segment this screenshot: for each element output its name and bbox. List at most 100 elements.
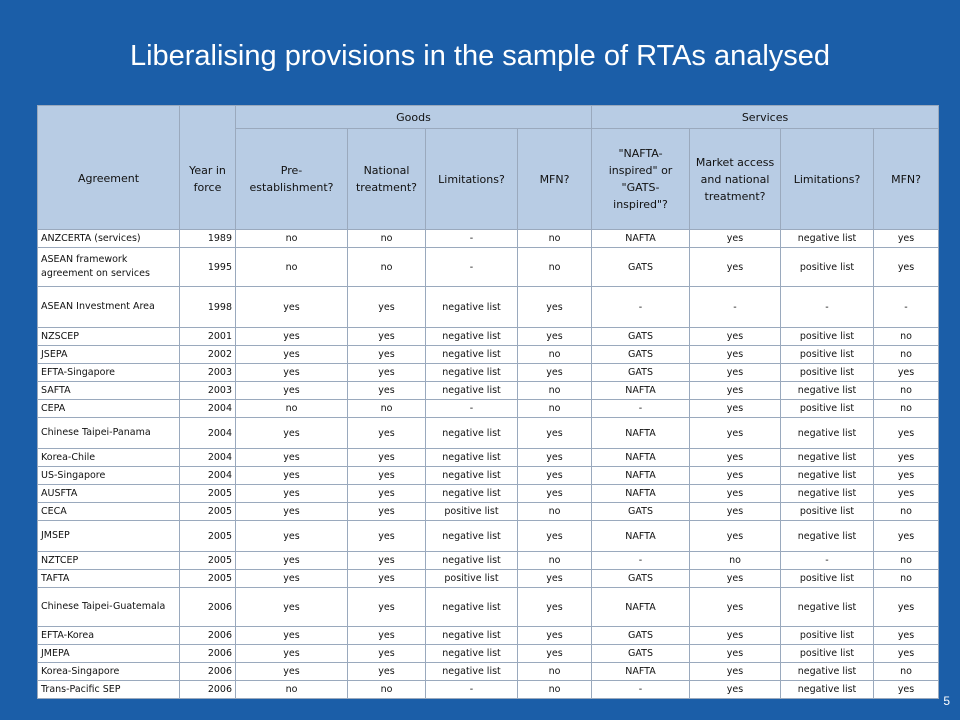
cell-agreement: CEPA (37, 399, 180, 418)
cell-goods-limitations: negative list (425, 417, 518, 449)
cell-pre-establishment: yes (235, 551, 348, 570)
cell-services-mfn: yes (873, 644, 940, 663)
cell-national-treatment: yes (347, 569, 426, 588)
cell-year: 2003 (179, 363, 236, 382)
cell-goods-mfn: yes (516, 520, 593, 552)
cell-services-mfn: yes (873, 484, 940, 503)
cell-services-mfn: yes (873, 587, 940, 627)
cell-goods-limitations: positive list (425, 502, 518, 521)
cell-inspiration: NAFTA (591, 448, 691, 467)
cell-agreement: JSEPA (37, 345, 180, 364)
cell-year: 2006 (179, 644, 236, 663)
cell-market-access: yes (689, 569, 782, 588)
cell-inspiration: GATS (591, 247, 691, 287)
cell-national-treatment: yes (347, 662, 426, 681)
cell-market-access: yes (689, 644, 782, 663)
table-row: Chinese Taipei-Panama 2004 yes yes negative … (37, 417, 940, 449)
cell-pre-establishment: no (235, 247, 348, 287)
cell-agreement: EFTA-Singapore (37, 363, 180, 382)
cell-goods-mfn: no (516, 345, 593, 364)
cell-goods-limitations: negative list (425, 551, 518, 570)
cell-year: 1989 (179, 229, 236, 248)
cell-services-mfn: no (873, 381, 940, 400)
cell-year: 2004 (179, 399, 236, 418)
cell-services-mfn: no (873, 662, 940, 681)
cell-services-limitations: positive list (780, 502, 875, 521)
cell-national-treatment: yes (347, 551, 426, 570)
cell-goods-limitations: negative list (425, 587, 518, 627)
cell-pre-establishment: yes (235, 644, 348, 663)
cell-agreement: JMSEP (37, 520, 180, 552)
cell-agreement: Trans-Pacific SEP (37, 680, 180, 699)
cell-pre-establishment: yes (235, 587, 348, 627)
cell-inspiration: - (591, 551, 691, 570)
cell-goods-mfn: yes (516, 286, 593, 328)
cell-goods-mfn: yes (516, 587, 593, 627)
cell-services-mfn: no (873, 327, 940, 346)
cell-pre-establishment: no (235, 399, 348, 418)
cell-agreement: SAFTA (37, 381, 180, 400)
cell-inspiration: GATS (591, 327, 691, 346)
table-row: AUSFTA 2005 yes yes negative list yes NAFTA yes… (37, 484, 940, 503)
header-blank (37, 105, 180, 129)
cell-goods-limitations: negative list (425, 381, 518, 400)
cell-goods-limitations: negative list (425, 448, 518, 467)
cell-year: 2006 (179, 662, 236, 681)
table-header: Goods Services Agreement Year in force P… (37, 105, 940, 230)
cell-services-limitations: positive list (780, 626, 875, 645)
cell-national-treatment: no (347, 399, 426, 418)
table-row: EFTA-Singapore 2003 yes yes negative list yes… (37, 363, 940, 382)
cell-services-limitations: positive list (780, 363, 875, 382)
cell-year: 2005 (179, 502, 236, 521)
cell-national-treatment: yes (347, 626, 426, 645)
cell-agreement: NZSCEP (37, 327, 180, 346)
cell-market-access: yes (689, 417, 782, 449)
cell-market-access: yes (689, 381, 782, 400)
cell-year: 2006 (179, 587, 236, 627)
cell-year: 2005 (179, 520, 236, 552)
cell-services-limitations: positive list (780, 644, 875, 663)
cell-market-access: yes (689, 626, 782, 645)
cell-year: 2005 (179, 484, 236, 503)
cell-national-treatment: yes (347, 502, 426, 521)
cell-goods-limitations: - (425, 229, 518, 248)
cell-year: 1998 (179, 286, 236, 328)
cell-national-treatment: yes (347, 286, 426, 328)
cell-goods-limitations: negative list (425, 662, 518, 681)
rta-provisions-table: Goods Services Agreement Year in force P… (37, 105, 940, 699)
cell-goods-limitations: - (425, 680, 518, 699)
cell-pre-establishment: yes (235, 502, 348, 521)
cell-year: 2003 (179, 381, 236, 400)
cell-goods-limitations: positive list (425, 569, 518, 588)
table-row: Korea-Singapore 2006 yes yes negative list no… (37, 662, 940, 681)
cell-national-treatment: yes (347, 587, 426, 627)
cell-year: 2004 (179, 448, 236, 467)
table-row: CEPA 2004 no no - no - yes positive list no (37, 399, 940, 418)
cell-pre-establishment: no (235, 229, 348, 248)
cell-pre-establishment: yes (235, 327, 348, 346)
column-header-agreement: Agreement (37, 128, 180, 230)
cell-pre-establishment: yes (235, 286, 348, 328)
cell-year: 2004 (179, 417, 236, 449)
cell-pre-establishment: yes (235, 448, 348, 467)
cell-agreement: NZTCEP (37, 551, 180, 570)
cell-agreement: EFTA-Korea (37, 626, 180, 645)
cell-inspiration: NAFTA (591, 662, 691, 681)
header-blank (179, 105, 236, 129)
slide-title: Liberalising provisions in the sample of… (129, 40, 831, 72)
cell-services-limitations: - (780, 286, 875, 328)
cell-year: 2004 (179, 466, 236, 485)
cell-market-access: yes (689, 466, 782, 485)
cell-goods-limitations: negative list (425, 520, 518, 552)
table-row: EFTA-Korea 2006 yes yes negative list yes GATS… (37, 626, 940, 645)
cell-services-mfn: no (873, 399, 940, 418)
cell-agreement: US-Singapore (37, 466, 180, 485)
cell-inspiration: NAFTA (591, 520, 691, 552)
cell-year: 2005 (179, 551, 236, 570)
cell-inspiration: GATS (591, 626, 691, 645)
cell-inspiration: NAFTA (591, 466, 691, 485)
cell-market-access: yes (689, 502, 782, 521)
column-header-pre-establishment: Pre-establishment? (235, 128, 348, 230)
cell-national-treatment: no (347, 247, 426, 287)
table-row: Chinese Taipei-Guatemala 2006 yes yes negati… (37, 587, 940, 627)
